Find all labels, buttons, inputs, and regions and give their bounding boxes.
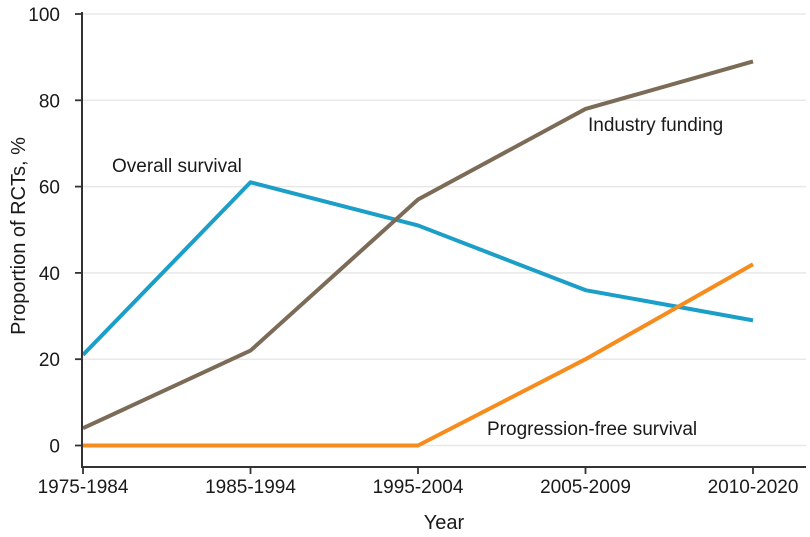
series-line-overall-survival — [81, 180, 754, 357]
series-label-industry-funding: Industry funding — [588, 115, 723, 136]
annotation-layer: Overall survival Industry funding Progress… — [112, 115, 723, 440]
axis-layer: 0 20 40 60 80 100 1975-1984 1985-1994 1995-2004 2… — [28, 5, 806, 498]
x-tick-label: 1975-1984 — [38, 477, 129, 498]
y-tick-label: 80 — [39, 91, 60, 112]
series-line-progression-free-survival — [83, 262, 754, 448]
y-tick-label: 100 — [28, 5, 60, 26]
y-axis-title: Proportion of RCTs, % — [8, 137, 30, 335]
series-label-overall-survival: Overall survival — [112, 156, 242, 177]
x-axis-title: Year — [424, 512, 465, 534]
y-tick-label: 20 — [39, 350, 60, 371]
y-tick-label: 60 — [39, 178, 60, 199]
y-tick-label: 40 — [39, 264, 60, 285]
y-tick-label: 0 — [49, 437, 60, 458]
series-line-industry-funding — [82, 59, 754, 431]
grid-layer — [83, 13, 806, 447]
series-label-progression-free-survival: Progression-free survival — [487, 419, 697, 440]
x-tick-label: 1985-1994 — [205, 477, 296, 498]
x-tick-label: 1995-2004 — [373, 477, 464, 498]
x-tick-label: 2005-2009 — [540, 477, 631, 498]
series-layer — [81, 59, 754, 448]
x-tick-label: 2010-2020 — [708, 477, 799, 498]
